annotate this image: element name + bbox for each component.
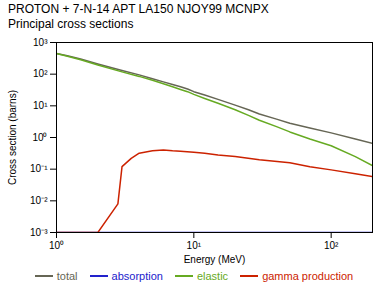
svg-text:Energy (MeV): Energy (MeV) (184, 254, 246, 265)
svg-text:10¹: 10¹ (33, 100, 48, 111)
svg-text:10⁰: 10⁰ (32, 132, 47, 143)
svg-text:10²: 10² (33, 68, 48, 79)
svg-text:10³: 10³ (33, 37, 48, 48)
svg-text:10²: 10² (324, 240, 339, 251)
html-text:PROTON + 7-N-14 APT LA150 NJOY: PROTON + 7-N-14 APT LA150 NJOY99 MCNPX (8, 2, 269, 16)
svg-text:10⁻²: 10⁻² (30, 195, 48, 206)
svg-text:10⁻³: 10⁻³ (30, 227, 48, 238)
svg-text:10⁻¹: 10⁻¹ (30, 163, 48, 174)
html-text:gamma production: gamma production (262, 270, 354, 282)
html-text:total: total (56, 270, 78, 282)
svg-text:10¹: 10¹ (187, 240, 202, 251)
html-text:Principal cross sections: Principal cross sections (8, 17, 134, 31)
svg-text:10⁰: 10⁰ (49, 240, 64, 251)
html-text:elastic: elastic (196, 270, 229, 282)
svg-text:Cross section (barns): Cross section (barns) (7, 90, 18, 185)
html-text:absorption: absorption (111, 270, 163, 282)
